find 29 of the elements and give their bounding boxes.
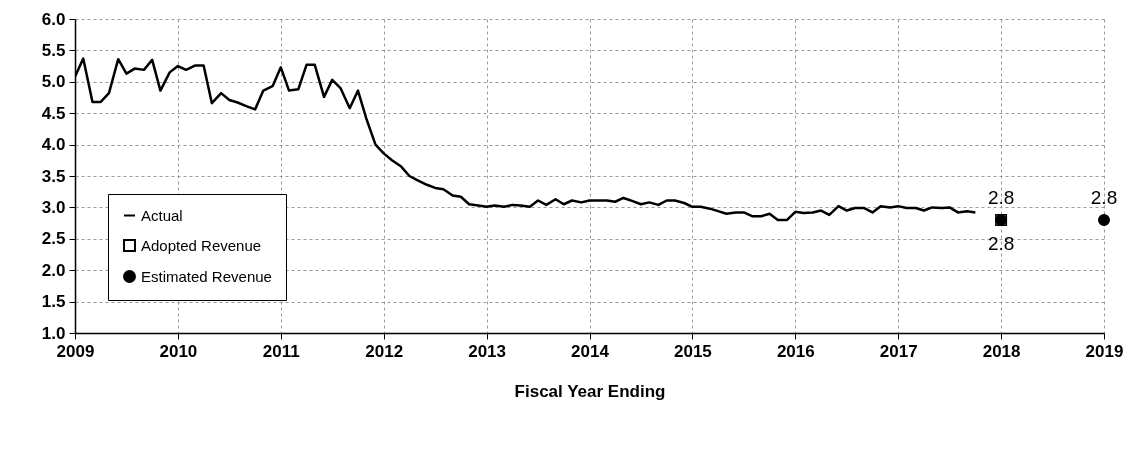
legend-label: Estimated Revenue: [141, 267, 272, 285]
y-tick-label: 4.5: [41, 103, 66, 123]
y-tick-label: 3.5: [41, 166, 66, 186]
x-axis-title: Fiscal Year Ending: [514, 381, 666, 401]
y-tick-label: 6.0: [41, 9, 66, 29]
y-tick-label: 2.0: [41, 260, 66, 280]
data-label: 2.8: [987, 186, 1015, 208]
y-tick-label: 1.5: [41, 292, 66, 312]
x-tick-label: 2013: [468, 341, 507, 361]
x-tick-label: 2015: [673, 341, 712, 361]
y-tick-label: 5.5: [41, 40, 66, 60]
data-label: 2.8: [1090, 186, 1118, 208]
x-tick-label: 2010: [159, 341, 198, 361]
x-tick-label: 2009: [56, 341, 95, 361]
x-tick-label: 2017: [879, 341, 918, 361]
y-tick-label: 2.5: [41, 229, 66, 249]
y-tick-label: 1.0: [41, 323, 66, 343]
data-label: 2.8: [987, 232, 1015, 254]
legend-label: Adopted Revenue: [141, 236, 262, 254]
x-tick-label: 2014: [571, 341, 610, 361]
x-tick-label: 2018: [982, 341, 1021, 361]
y-tick-label: 4.0: [41, 135, 66, 155]
legend-label: Actual: [141, 206, 183, 224]
x-tick-label: 2011: [262, 341, 300, 361]
y-tick-label: 3.0: [41, 197, 66, 217]
x-tick-label: 2019: [1085, 341, 1124, 361]
y-tick-label: 5.0: [41, 72, 66, 92]
x-tick-label: 2012: [365, 341, 404, 361]
x-tick-label: 2016: [776, 341, 815, 361]
